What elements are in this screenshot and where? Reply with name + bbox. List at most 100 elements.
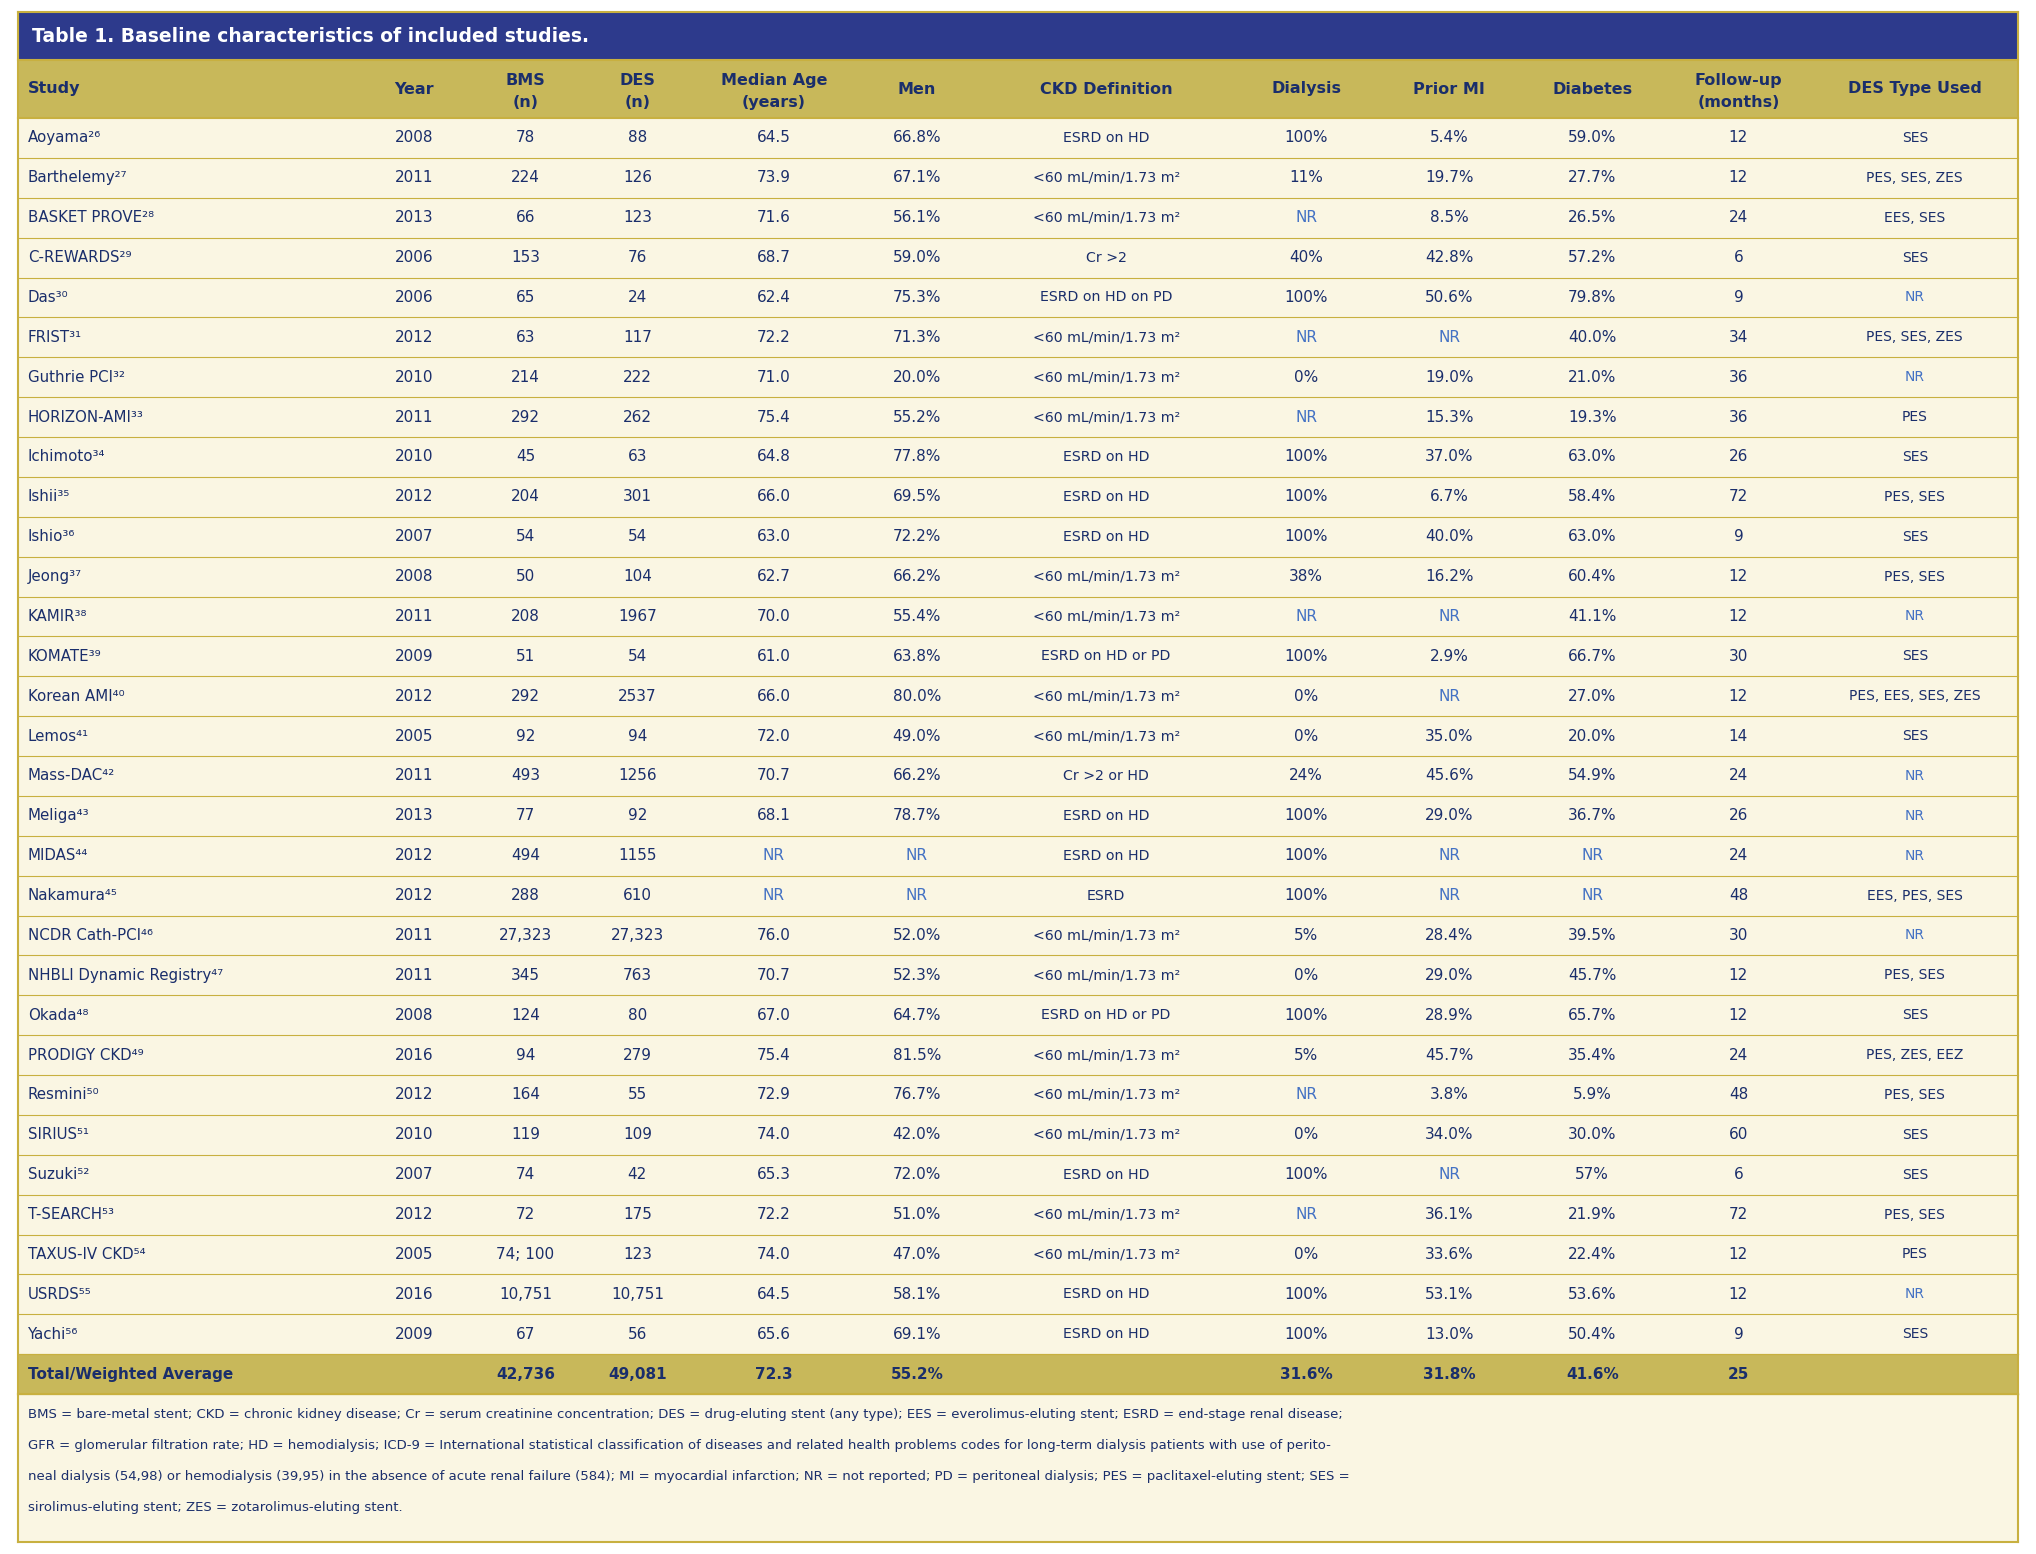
Text: BMS: BMS	[505, 73, 546, 89]
Text: 109: 109	[623, 1127, 652, 1142]
Bar	[18, 1195, 2018, 1234]
Text: 0%: 0%	[1295, 370, 1317, 385]
Text: 1155: 1155	[619, 848, 656, 862]
Text: KAMIR³⁸: KAMIR³⁸	[29, 609, 88, 625]
Text: 55: 55	[627, 1088, 647, 1102]
Text: NR: NR	[1906, 291, 1924, 305]
Text: HORIZON-AMI³³: HORIZON-AMI³³	[29, 410, 145, 424]
Text: <60 mL/min/1.73 m²: <60 mL/min/1.73 m²	[1032, 968, 1179, 982]
Text: Okada⁴⁸: Okada⁴⁸	[29, 1007, 88, 1023]
Text: <60 mL/min/1.73 m²: <60 mL/min/1.73 m²	[1032, 609, 1179, 623]
Text: 29.0%: 29.0%	[1425, 808, 1474, 824]
Text: 24%: 24%	[1289, 768, 1323, 783]
Text: 66.8%: 66.8%	[892, 131, 941, 146]
Text: 72.3: 72.3	[755, 1366, 792, 1382]
Text: 48: 48	[1729, 1088, 1749, 1102]
Text: 25: 25	[1729, 1366, 1749, 1382]
Text: 76.0: 76.0	[757, 928, 790, 943]
Text: 100%: 100%	[1285, 1327, 1327, 1341]
Text: 2011: 2011	[395, 968, 434, 982]
Text: 214: 214	[511, 370, 540, 385]
Text: T-SEARCH⁵³: T-SEARCH⁵³	[29, 1207, 114, 1221]
Text: PES, SES: PES, SES	[1885, 968, 1944, 982]
Text: 1967: 1967	[619, 609, 658, 625]
Text: neal dialysis (54,98) or hemodialysis (39,95) in the absence of acute renal fail: neal dialysis (54,98) or hemodialysis (3…	[29, 1470, 1350, 1483]
Text: <60 mL/min/1.73 m²: <60 mL/min/1.73 m²	[1032, 410, 1179, 424]
Text: 24: 24	[1729, 768, 1749, 783]
Text: 72.2: 72.2	[757, 1207, 790, 1221]
Text: 61.0: 61.0	[757, 650, 790, 664]
Text: ESRD on HD: ESRD on HD	[1063, 451, 1150, 465]
Text: DES Type Used: DES Type Used	[1849, 81, 1981, 96]
Text: 58.4%: 58.4%	[1568, 490, 1617, 505]
Text: 0%: 0%	[1295, 1127, 1317, 1142]
Text: 72: 72	[515, 1207, 535, 1221]
Text: NR: NR	[1437, 609, 1460, 625]
Text: 67.1%: 67.1%	[892, 171, 941, 185]
Text: 40.0%: 40.0%	[1568, 329, 1617, 345]
Text: 62.7: 62.7	[757, 569, 790, 584]
Bar	[18, 1274, 2018, 1315]
Text: 67: 67	[515, 1327, 535, 1341]
Text: PES, SES: PES, SES	[1885, 570, 1944, 584]
Bar	[18, 676, 2018, 716]
Text: 28.9%: 28.9%	[1425, 1007, 1474, 1023]
Text: 45: 45	[515, 449, 535, 465]
Text: PES, SES: PES, SES	[1885, 1088, 1944, 1102]
Text: ESRD on HD: ESRD on HD	[1063, 530, 1150, 544]
Bar	[18, 159, 2018, 197]
Text: 0%: 0%	[1295, 729, 1317, 743]
Text: 100%: 100%	[1285, 848, 1327, 862]
Text: 34: 34	[1729, 329, 1749, 345]
Text: Jeong³⁷: Jeong³⁷	[29, 569, 81, 584]
Text: Yachi⁵⁶: Yachi⁵⁶	[29, 1327, 77, 1341]
Text: 63.0: 63.0	[757, 530, 790, 544]
Text: 54: 54	[627, 650, 647, 664]
Text: 26: 26	[1729, 808, 1749, 824]
Text: 70.7: 70.7	[757, 768, 790, 783]
Bar	[18, 1114, 2018, 1155]
Text: 49,081: 49,081	[609, 1366, 666, 1382]
Text: NR: NR	[906, 887, 928, 903]
Text: 27.7%: 27.7%	[1568, 171, 1617, 185]
Text: 56.1%: 56.1%	[892, 210, 941, 225]
Text: 6: 6	[1733, 250, 1743, 266]
Text: Ichimoto³⁴: Ichimoto³⁴	[29, 449, 106, 465]
Text: EES, PES, SES: EES, PES, SES	[1867, 889, 1963, 903]
Text: 100%: 100%	[1285, 449, 1327, 465]
Text: 71.0: 71.0	[757, 370, 790, 385]
Text: FRIST³¹: FRIST³¹	[29, 329, 81, 345]
Text: ESRD on HD: ESRD on HD	[1063, 808, 1150, 822]
Bar	[18, 317, 2018, 357]
Text: 19.0%: 19.0%	[1425, 370, 1474, 385]
Text: 63: 63	[627, 449, 647, 465]
Text: 54: 54	[627, 530, 647, 544]
Text: 56: 56	[627, 1327, 647, 1341]
Text: 70.0: 70.0	[757, 609, 790, 625]
Text: 64.7%: 64.7%	[892, 1007, 941, 1023]
Text: NR: NR	[1437, 887, 1460, 903]
Text: NR: NR	[1437, 688, 1460, 704]
Text: 30.0%: 30.0%	[1568, 1127, 1617, 1142]
Text: 19.3%: 19.3%	[1568, 410, 1617, 424]
Text: 72.2: 72.2	[757, 329, 790, 345]
Text: ESRD on HD: ESRD on HD	[1063, 490, 1150, 503]
Text: MIDAS⁴⁴: MIDAS⁴⁴	[29, 848, 88, 862]
Text: BASKET PROVE²⁸: BASKET PROVE²⁸	[29, 210, 155, 225]
Text: sirolimus-eluting stent; ZES = zotarolimus-eluting stent.: sirolimus-eluting stent; ZES = zotarolim…	[29, 1501, 403, 1514]
Text: SES: SES	[1902, 1128, 1928, 1142]
Text: GFR = glomerular filtration rate; HD = hemodialysis; ICD-9 = International stati: GFR = glomerular filtration rate; HD = h…	[29, 1439, 1332, 1451]
Text: 64.5: 64.5	[757, 1287, 790, 1302]
Text: 20.0%: 20.0%	[1568, 729, 1617, 743]
Text: NR: NR	[1437, 848, 1460, 862]
Text: 9: 9	[1733, 1327, 1743, 1341]
Text: Table 1. Baseline characteristics of included studies.: Table 1. Baseline characteristics of inc…	[33, 26, 588, 45]
Text: ESRD on HD: ESRD on HD	[1063, 1287, 1150, 1301]
Text: 100%: 100%	[1285, 1007, 1327, 1023]
Text: ESRD on HD or PD: ESRD on HD or PD	[1042, 1009, 1171, 1023]
Text: 75.4: 75.4	[757, 1047, 790, 1063]
Text: Men: Men	[898, 81, 937, 96]
Bar	[18, 915, 2018, 956]
Text: 12: 12	[1729, 1007, 1749, 1023]
Bar	[18, 12, 2018, 61]
